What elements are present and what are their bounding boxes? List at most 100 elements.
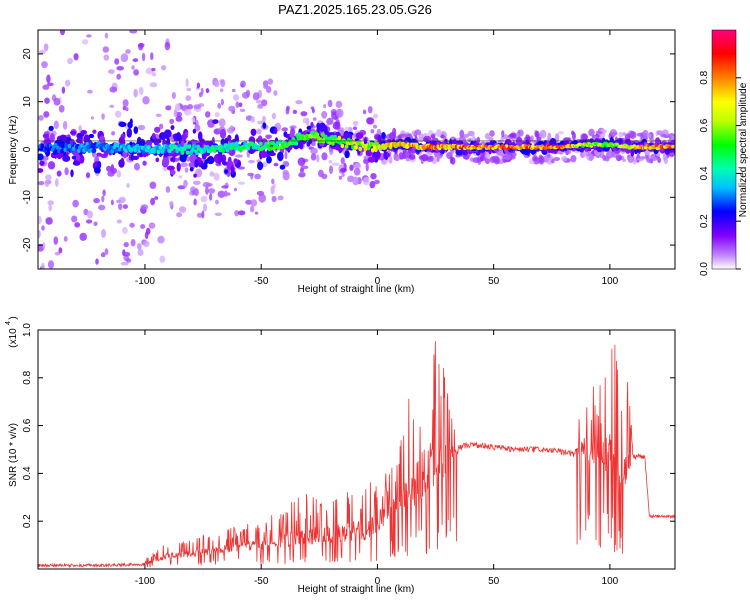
spectrogram-ridge-cell: [187, 144, 192, 149]
spectrogram-speckle: [238, 102, 243, 108]
spectrogram-x-tick-label: 0: [375, 276, 381, 287]
spectrogram-speckle: [59, 30, 66, 36]
spectrogram-speckle: [509, 133, 517, 138]
spectrogram-speckle: [71, 215, 78, 223]
spectrogram-ridge-cell: [337, 135, 342, 141]
spectrogram-speckle: [609, 129, 618, 136]
spectrogram-speckle: [326, 117, 334, 125]
spectrogram-speckle: [125, 49, 131, 54]
spectrogram-cell: [355, 132, 364, 140]
spectrogram-speckle: [85, 219, 93, 224]
spectrogram-speckle: [151, 72, 157, 77]
spectrogram-speckle: [79, 232, 87, 241]
colorbar-tick-label: 0.2: [699, 214, 710, 228]
spectrogram-speckle: [151, 67, 156, 72]
spectrogram-speckle: [142, 96, 150, 105]
spectrogram-y-tick-label: 20: [22, 48, 33, 60]
spectrogram-cell: [96, 152, 102, 157]
spectrogram-speckle: [126, 183, 130, 188]
spectrogram-speckle: [165, 105, 172, 111]
spectrogram-speckle: [132, 58, 139, 63]
spectrogram-speckle: [484, 132, 490, 140]
spectrogram-speckle: [144, 231, 149, 240]
spectrogram-speckle: [186, 87, 192, 92]
spectrogram-cell: [230, 165, 234, 175]
spectrogram-ridge-cell: [141, 150, 146, 155]
spectrogram-speckle: [154, 196, 159, 200]
spectrogram-speckle: [107, 170, 115, 177]
spectrogram-ridge-cell: [156, 149, 161, 155]
spectrogram-cell: [79, 154, 85, 164]
spectrogram-cell: [120, 157, 125, 165]
spectrogram-cell: [233, 158, 238, 165]
spectrogram-speckle: [200, 195, 208, 203]
spectrogram-speckle: [257, 103, 264, 109]
spectrogram-speckle: [209, 193, 213, 201]
spectrogram-cell: [38, 168, 44, 173]
spectrogram-speckle: [553, 157, 561, 161]
spectrogram-speckle: [78, 125, 82, 133]
spectrogram-speckle: [200, 87, 204, 95]
spectrogram-ridge-cell: [202, 148, 207, 154]
spectrogram-speckle: [321, 110, 328, 119]
spectrogram-speckle: [61, 86, 66, 94]
spectrogram-speckle: [122, 106, 126, 111]
spectrogram-cell: [268, 152, 276, 157]
spectrogram-speckle: [362, 109, 367, 115]
spectrogram-speckle: [54, 251, 61, 256]
spectrogram-speckle: [228, 105, 236, 112]
snr-y-tick-label: 0.2: [22, 514, 33, 528]
spectrogram-ridge-cell: [340, 143, 345, 148]
colorbar: 0.0 0.2 0.4 0.6 0.8 Normalized spectral ampl…: [699, 29, 749, 276]
spectrogram-speckle: [435, 129, 442, 138]
spectrogram-cell: [181, 133, 187, 141]
spectrogram-speckle: [185, 78, 189, 88]
spectrogram-speckle: [656, 130, 663, 136]
spectrogram-speckle: [374, 179, 380, 185]
spectrogram-speckle: [627, 155, 634, 164]
spectrogram-speckle: [45, 174, 52, 181]
spectrogram-speckle: [214, 80, 220, 88]
spectrogram-speckle: [93, 198, 100, 204]
spectrogram-speckle: [38, 215, 42, 225]
snr-scale-label: (x10: [8, 328, 19, 348]
spectrogram-speckle: [400, 133, 407, 137]
spectrogram-x-tick-label: 50: [488, 276, 500, 287]
spectrogram-speckle: [295, 100, 303, 105]
spectrogram-speckle: [334, 123, 340, 129]
snr-x-tick-label: 0: [375, 576, 381, 587]
spectrogram-cell: [250, 128, 257, 136]
spectrogram-speckle: [606, 150, 614, 159]
spectrogram-speckle: [284, 150, 288, 160]
spectrogram-cell: [306, 125, 312, 130]
spectrogram-speckle: [120, 261, 129, 266]
spectrogram-speckle: [258, 193, 267, 203]
spectrogram-speckle: [310, 153, 317, 161]
spectrogram-speckle: [618, 131, 624, 138]
spectrogram-speckle: [615, 154, 622, 162]
spectrogram-ridge-cell: [147, 145, 151, 150]
snr-scale-factor: (x10: [8, 328, 19, 348]
spectrogram-speckle: [557, 131, 565, 135]
spectrogram-speckle: [373, 113, 379, 119]
snr-x-tick-label: 50: [488, 576, 500, 587]
spectrogram-speckle: [138, 86, 144, 95]
spectrogram-cell: [367, 156, 376, 163]
snr-scale-close: ): [8, 316, 19, 319]
spectrogram-speckle: [388, 132, 396, 140]
spectrogram-speckle: [101, 113, 105, 120]
spectrogram-cell: [166, 165, 175, 171]
spectrogram-cell: [56, 170, 62, 177]
spectrogram-speckle: [122, 99, 129, 108]
spectrogram-speckle: [95, 258, 99, 265]
spectrogram-cell: [83, 134, 91, 145]
spectrogram-speckle: [72, 199, 79, 208]
spectrogram-speckle: [263, 84, 269, 89]
spectrogram-speckle: [349, 164, 354, 171]
spectrogram-speckle: [159, 255, 166, 263]
spectrogram-speckle: [205, 186, 209, 195]
spectrogram-speckle: [101, 195, 105, 203]
spectrogram-speckle: [430, 134, 436, 139]
spectrogram-speckle: [41, 61, 48, 69]
spectrogram-speckle: [148, 222, 156, 229]
